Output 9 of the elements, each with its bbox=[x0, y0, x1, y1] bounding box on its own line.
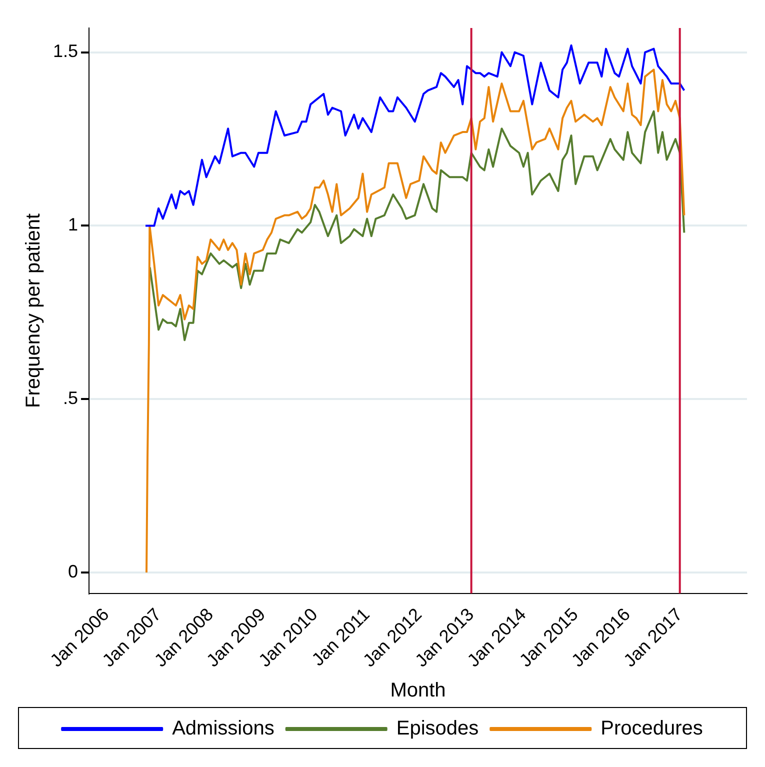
y-tick-label: 0 bbox=[68, 562, 78, 582]
x-axis-title: Month bbox=[390, 680, 446, 702]
legend-label: Procedures bbox=[600, 718, 703, 740]
y-tick-label: 1.5 bbox=[52, 41, 78, 62]
y-tick-label: .5 bbox=[63, 388, 78, 408]
legend-label: Admissions bbox=[172, 718, 274, 740]
legend-label: Episodes bbox=[396, 718, 479, 740]
y-tick-label: 1 bbox=[68, 214, 78, 235]
y-axis-title: Frequency per patient bbox=[22, 212, 45, 408]
